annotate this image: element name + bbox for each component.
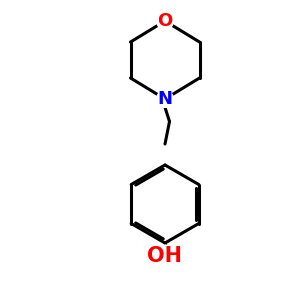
Text: O: O xyxy=(158,12,172,30)
Circle shape xyxy=(157,91,173,107)
Text: OH: OH xyxy=(148,247,182,266)
Text: N: N xyxy=(158,90,172,108)
Circle shape xyxy=(154,245,176,268)
Circle shape xyxy=(157,13,173,29)
